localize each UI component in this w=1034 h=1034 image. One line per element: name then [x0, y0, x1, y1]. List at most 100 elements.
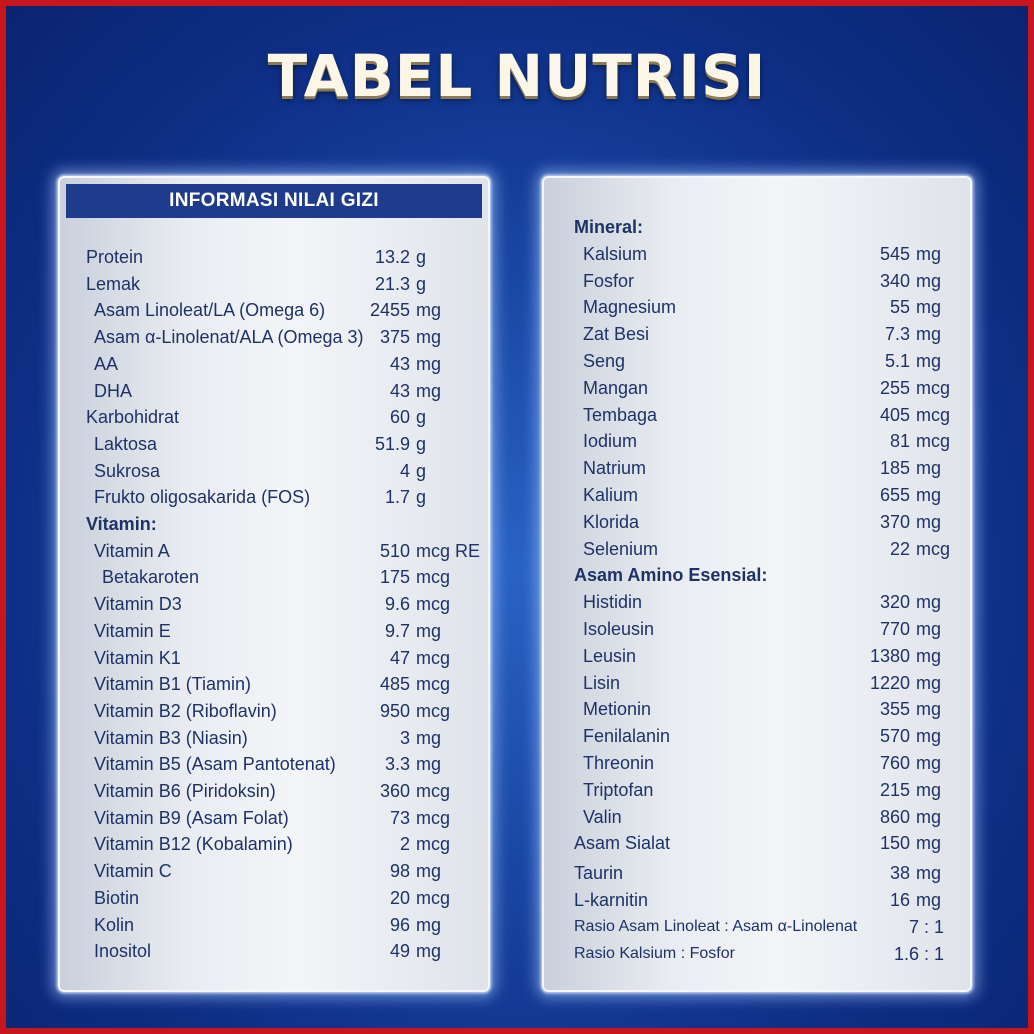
nutrient-row: Frukto oligosakarida (FOS) 1.7 g — [60, 484, 488, 510]
nutrient-row: Lisin 1220 mg — [544, 670, 970, 696]
nutrient-row: Vitamin B5 (Asam Pantotenat) 3.3 mg — [60, 751, 488, 777]
nutrient-name: Natrium — [583, 458, 647, 479]
nutrient-amount: 98 — [389, 861, 410, 882]
nutrient-unit: mg — [416, 620, 442, 641]
nutrient-name: Isoleusin — [583, 619, 655, 639]
nutrient-name: Asam Sialat — [574, 833, 671, 854]
nutrition-info-panel: INFORMASI NILAI GIZI Protein 13.2 g Lemak 21… — [58, 176, 490, 992]
nutrient-unit: mg — [916, 753, 942, 773]
nutrient-amount: 38 — [889, 863, 910, 884]
nutrient-amount: 360 — [379, 781, 410, 801]
nutrient-amount: 5.1 — [884, 351, 910, 371]
nutrient-name: Vitamin B9 (Asam Folat) — [94, 807, 289, 828]
nutrient-unit: mcg RE — [416, 540, 481, 561]
nutrient-row: Metionin 355 mg — [544, 696, 970, 722]
nutrient-name: Kalium — [583, 485, 639, 505]
nutrient-name: Mangan — [583, 377, 649, 398]
nutrient-name: Lemak — [86, 273, 141, 294]
nutrient-unit: mg — [916, 890, 942, 910]
nutrient-amount: 49 — [389, 941, 410, 962]
nutrient-amount: 950 — [379, 700, 410, 721]
nutrient-name: Iodium — [583, 431, 638, 452]
nutrient-name: Zat Besi — [583, 324, 650, 345]
nutrient-row: Leusin 1380 mg — [544, 643, 970, 669]
nutrient-unit: g — [416, 273, 427, 294]
nutrient-name: Karbohidrat — [86, 407, 180, 428]
nutrient-name: Lisin — [583, 672, 621, 693]
nutrient-name: Protein — [86, 247, 144, 267]
nutrient-unit: mcg — [416, 647, 451, 668]
nutrient-name: Selenium — [583, 538, 659, 559]
nutrient-amount: 175 — [379, 567, 410, 588]
nutrient-amount: 510 — [379, 540, 410, 561]
nutrient-amount: 73 — [389, 807, 410, 828]
nutrient-row: Iodium 81 mcg — [544, 428, 970, 454]
nutrient-name: Seng — [583, 351, 626, 371]
nutrient-unit: mg — [916, 699, 942, 720]
nutrient-amount: 20 — [389, 887, 410, 908]
nutrient-amount: 96 — [389, 914, 410, 935]
nutrient-unit: mg — [416, 754, 442, 775]
nutrient-row: DHA 43 mg — [60, 378, 488, 404]
nutrient-row: Seng 5.1 mg — [544, 348, 970, 374]
nutrient-name: Vitamin E — [94, 620, 171, 641]
nutrient-name: L-karnitin — [574, 890, 649, 910]
nutrient-unit: g — [416, 407, 427, 428]
nutrient-unit: mg — [916, 863, 942, 884]
nutrient-name: Inositol — [94, 941, 152, 962]
nutrient-unit: mg — [916, 351, 942, 371]
nutrient-unit: mg — [416, 353, 442, 374]
nutrient-row: Lemak 21.3 g — [60, 271, 488, 297]
nutrient-unit: mcg — [416, 594, 451, 615]
nutrient-row: Asam Linoleat/LA (Omega 6) 2455 mg — [60, 297, 488, 323]
nutrient-amount: 320 — [879, 592, 910, 613]
nutrient-row: Valin 860 mg — [544, 804, 970, 830]
nutrient-unit: mg — [916, 645, 942, 666]
nutrient-amount: 7.3 — [884, 324, 910, 345]
nutrient-unit: mg — [416, 300, 442, 321]
nutrient-row: Mangan 255 mcg — [544, 375, 970, 401]
nutrient-unit: mcg — [916, 404, 951, 425]
nutrient-row: Vitamin C 98 mg — [60, 858, 488, 884]
nutrient-row: Karbohidrat 60 g — [60, 404, 488, 430]
nutrient-unit: mcg — [416, 834, 451, 855]
section-heading: Asam Amino Esensial: — [544, 562, 970, 588]
nutrient-unit: mg — [916, 270, 942, 291]
nutrient-unit: mg — [916, 672, 942, 693]
nutrient-amount: 2455 — [369, 300, 410, 321]
nutrient-unit: g — [416, 433, 427, 454]
nutrient-unit: mg — [416, 327, 442, 348]
nutrient-name: Magnesium — [583, 297, 677, 318]
nutrient-amount: 43 — [389, 380, 410, 401]
nutrient-row: Kalium 655 mg — [544, 482, 970, 508]
nutrient-row: Zat Besi 7.3 mg — [544, 321, 970, 347]
nutrient-amount: 4 — [399, 460, 410, 481]
nutrient-name: Asam α-Linolenat/ALA (Omega 3) — [94, 327, 364, 348]
nutrient-row: Asam Sialat 150 mg — [544, 830, 970, 856]
nutrient-unit: mcg — [416, 567, 451, 588]
nutrient-amount: 375 — [379, 327, 410, 348]
nutrient-name: Kalsium — [583, 243, 648, 264]
nutrient-amount: 150 — [879, 833, 910, 854]
nutrient-row: Vitamin K1 47 mcg — [60, 645, 488, 671]
nutrient-row: Rasio Kalsium : Fosfor 1.6 : 1 — [544, 941, 970, 967]
nutrient-row: Isoleusin 770 mg — [544, 616, 970, 642]
nutrient-amount: 60 — [389, 407, 410, 428]
nutrient-row: Magnesium 55 mg — [544, 294, 970, 320]
nutrient-row: Vitamin B1 (Tiamin) 485 mcg — [60, 671, 488, 697]
nutrient-name: Vitamin A — [94, 540, 170, 561]
nutrient-unit: mcg — [916, 538, 951, 559]
nutrient-row: Biotin 20 mcg — [60, 885, 488, 911]
nutrient-amount: 655 — [879, 485, 910, 505]
nutrient-name: Vitamin D3 — [94, 594, 182, 615]
nutrient-unit: mg — [916, 779, 942, 800]
nutrient-amount: 2 — [399, 834, 410, 855]
ratio-value: 1.6 : 1 — [893, 943, 944, 964]
nutrient-amount: 370 — [879, 511, 910, 532]
nutrient-name: Vitamin B2 (Riboflavin) — [94, 700, 277, 721]
nutrient-amount: 860 — [879, 806, 910, 827]
nutrient-name: Vitamin B5 (Asam Pantotenat) — [94, 754, 336, 775]
nutrient-amount: 760 — [879, 753, 910, 773]
nutrient-amount: 22 — [889, 538, 910, 559]
nutrient-amount: 355 — [879, 699, 910, 720]
